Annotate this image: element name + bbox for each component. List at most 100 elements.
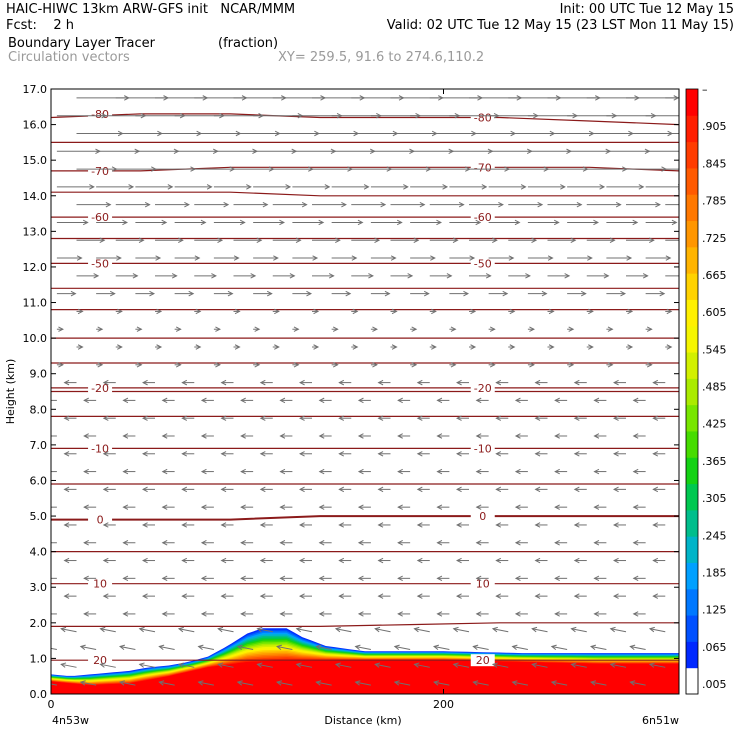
circulation-vector: [200, 433, 214, 439]
circulation-vector: [161, 575, 175, 582]
tracer-core: [51, 660, 679, 694]
colorbar-cell: [686, 457, 698, 485]
circulation-vector: [652, 557, 666, 564]
circulation-vector: [213, 362, 221, 368]
circulation-vector: [397, 504, 411, 510]
colorbar-label: .845: [702, 157, 727, 170]
circulation-vector: [338, 522, 352, 528]
circulation-vector: [220, 557, 234, 564]
circulation-vector: [181, 593, 195, 599]
circulation-vector: [472, 680, 489, 686]
circulation-vector: [338, 379, 352, 386]
circulation-vector: [76, 308, 84, 315]
circulation-vector: [475, 397, 489, 404]
colorbar-label: .245: [702, 529, 727, 542]
circulation-vector: [514, 504, 528, 510]
circulation-vector: [338, 486, 352, 493]
circulation-vector: [63, 379, 77, 386]
circulation-vector: [253, 290, 273, 297]
circulation-vector: [593, 433, 607, 439]
circulation-vector: [416, 486, 430, 493]
circulation-vector: [60, 662, 77, 668]
circulation-vector: [272, 201, 308, 208]
circulation-vector: [102, 379, 116, 386]
circulation-vector: [220, 593, 234, 599]
circulation-vector: [573, 451, 587, 457]
circulation-vector: [508, 308, 516, 315]
circulation-vector: [295, 662, 313, 668]
circulation-vector: [665, 239, 679, 241]
circulation-vector: [554, 468, 568, 475]
circulation-vector: [436, 468, 450, 475]
circulation-vector: [115, 130, 163, 137]
circulation-vector: [377, 415, 391, 421]
circulation-vector: [665, 97, 679, 99]
circulation-vector: [469, 273, 492, 279]
circulation-vector: [629, 644, 646, 651]
circulation-vector: [416, 557, 430, 564]
circulation-vector: [449, 184, 488, 190]
circulation-vector: [429, 130, 477, 137]
colorbar-label: .305: [702, 492, 727, 505]
contour-label-bg: [470, 442, 495, 455]
circulation-vector: [354, 644, 371, 651]
circulation-vector: [217, 662, 234, 668]
circulation-vector: [645, 326, 653, 332]
circulation-vector: [436, 433, 450, 439]
circulation-vector: [177, 662, 195, 668]
circulation-vector: [56, 255, 83, 261]
circulation-vector: [272, 130, 320, 137]
colorbar-cell: [686, 509, 698, 537]
circulation-vector: [115, 201, 151, 208]
circulation-vector: [279, 504, 293, 510]
circulation-vector: [351, 273, 374, 279]
circulation-vector: [665, 275, 679, 277]
contour-label-bg: [88, 211, 113, 224]
circulation-vector: [292, 362, 300, 368]
circulation-vector: [292, 255, 319, 261]
circulation-vector: [531, 662, 548, 668]
circulation-vector: [645, 115, 679, 117]
circulation-vector: [475, 540, 489, 546]
colorbar-cell: [686, 378, 698, 406]
circulation-vector: [567, 148, 612, 154]
circulation-vector: [213, 148, 258, 154]
circulation-vector: [299, 522, 313, 528]
circulation-vector: [259, 415, 273, 421]
circulation-vector: [334, 662, 352, 668]
circulation-vector: [534, 486, 548, 493]
contour-label-right: -80: [474, 111, 492, 124]
plot-frame: [50, 88, 680, 695]
circulation-vector: [63, 557, 77, 564]
circulation-vector: [253, 255, 279, 261]
circulation-vector: [102, 522, 116, 528]
circulation-vector: [511, 680, 528, 686]
circulation-vector: [174, 290, 195, 297]
circulation-vector: [377, 451, 391, 457]
circulation-vector: [51, 542, 57, 544]
circulation-vector: [338, 415, 352, 421]
circulation-vector: [312, 308, 320, 315]
circulation-vector: [433, 680, 450, 686]
circulation-vector: [495, 379, 509, 386]
surface-layer: [51, 686, 169, 694]
contour-label-left: -50: [91, 257, 109, 270]
circulation-vector: [96, 184, 135, 190]
circulation-vector: [99, 662, 116, 668]
circulation-vector: [272, 344, 280, 350]
circulation-vector: [567, 362, 575, 368]
circulation-vector: [331, 184, 370, 190]
circulation-vector: [331, 326, 339, 332]
circulation-vector: [240, 397, 254, 404]
y-tick-label: 10.0: [23, 332, 48, 345]
colorbar-label: .125: [702, 604, 727, 617]
colorbar-label: .545: [702, 343, 727, 356]
circulation-vector: [102, 593, 116, 599]
circulation-vector: [456, 451, 470, 457]
circulation-vector: [550, 644, 568, 651]
contour-label-left: 0: [97, 514, 104, 527]
contour-label-right: -10: [474, 442, 492, 455]
circulation-vector: [272, 237, 302, 243]
circulation-vector: [194, 308, 202, 315]
circulation-vector: [259, 593, 273, 599]
